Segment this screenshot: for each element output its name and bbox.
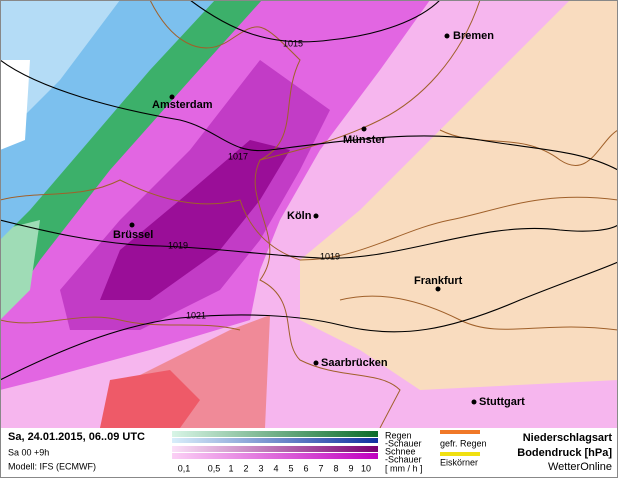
city-label: Münster	[343, 134, 387, 146]
legend-scale-label: 6	[303, 463, 308, 473]
very-heavy-snow	[100, 140, 290, 300]
isobar-label: 1019	[168, 240, 188, 250]
light-snow-showers	[0, 0, 120, 140]
city-dot	[471, 399, 477, 405]
city-label: Amsterdam	[152, 99, 213, 111]
legend-subtitle: Bodendruck [hPa]	[517, 447, 612, 459]
legend-scale-label: 7	[318, 463, 323, 473]
legend-scale-label: 0,1	[178, 463, 191, 473]
city-dot	[129, 222, 135, 228]
city-label: Frankfurt	[414, 275, 463, 287]
legend-row-label: -Schauer	[385, 438, 422, 448]
isobar-label: 1015	[283, 38, 303, 48]
city-dot	[435, 286, 441, 292]
legend-bar-snow-showers	[172, 453, 378, 459]
no-precipitation	[0, 60, 30, 150]
legend-bar-rain	[172, 431, 378, 437]
date: Sa, 24.01.2015, 06..09 UTC	[8, 431, 145, 443]
legend-extra: Eiskörner	[440, 457, 478, 467]
city-dot	[313, 360, 319, 366]
legend-scale-label: 5	[288, 463, 293, 473]
map-labels: Bremen Amsterdam Münster Köln Brüssel Frankfu…	[113, 30, 525, 408]
legend-bar-showers	[172, 438, 378, 443]
swatch-ice-pellets	[440, 452, 480, 456]
isobars	[0, 0, 618, 381]
legend-scale-label: 3	[258, 463, 263, 473]
map: Bremen Amsterdam Münster Köln Brüssel Frankfu…	[0, 0, 618, 428]
isobar-label: 1019	[320, 251, 340, 261]
city-dot	[313, 213, 319, 219]
legend-row-label: Regen	[385, 430, 412, 440]
legend-scale-label: 2	[243, 463, 248, 473]
run: Sa 00 +9h	[8, 447, 49, 457]
city-label: Stuttgart	[479, 396, 525, 408]
city-label: Bremen	[453, 30, 494, 42]
legend-title: Niederschlagsart	[523, 432, 613, 444]
city-dot	[444, 33, 450, 39]
legend-extra: gefr. Regen	[440, 438, 487, 448]
legend-scale-label: 10	[361, 463, 371, 473]
borders	[0, 0, 618, 428]
model: Modell: IFS (ECMWF)	[8, 461, 96, 471]
legend-bar-snow	[172, 446, 378, 452]
legend-row-label: -Schauer	[385, 454, 422, 464]
isobar-label: 1017	[228, 151, 248, 161]
city-dot	[169, 94, 175, 100]
legend-scale-label: 4	[273, 463, 278, 473]
legend-row-label: Schnee	[385, 446, 416, 456]
light-rain	[0, 220, 40, 320]
freezing-rain-core	[100, 370, 200, 428]
isobar-label: 1021	[186, 310, 206, 320]
city-label: Brüssel	[113, 229, 153, 241]
swatch-freezing-rain	[440, 430, 480, 434]
legend-scale-label: 9	[348, 463, 353, 473]
legend-unit: [ mm / h ]	[385, 463, 423, 473]
city-label: Saarbrücken	[321, 357, 388, 369]
legend-scale-label: 8	[333, 463, 338, 473]
legend-scale-label: 0,5	[208, 463, 221, 473]
city-label: Köln	[287, 210, 312, 222]
legend-scale-label: 1	[228, 463, 233, 473]
city-dot	[361, 126, 367, 132]
brand: WetterOnline	[548, 461, 612, 473]
